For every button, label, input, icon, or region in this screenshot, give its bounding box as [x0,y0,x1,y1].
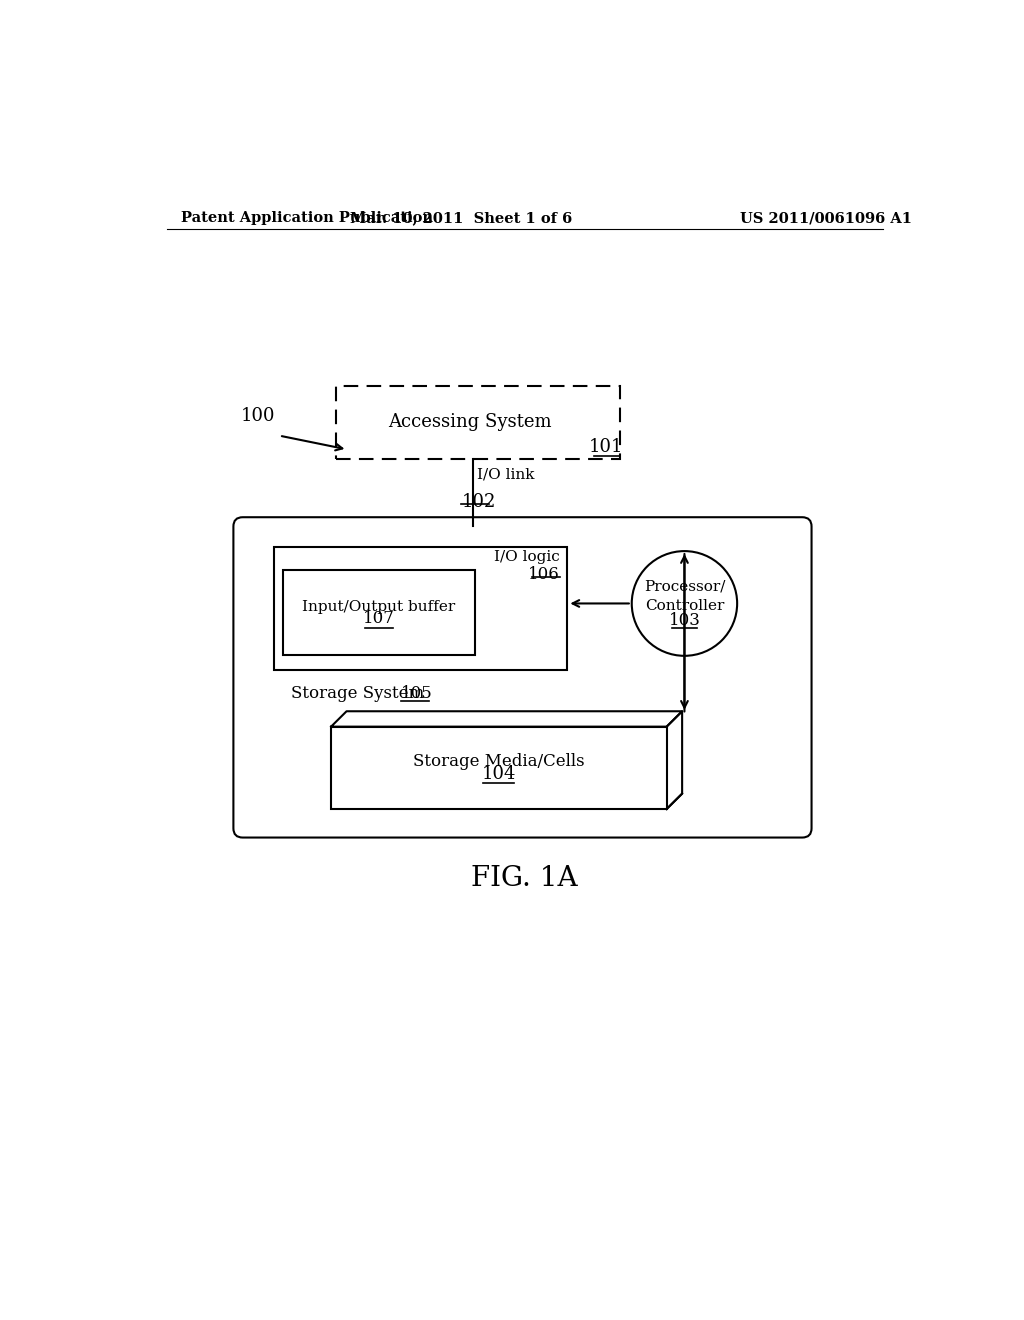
FancyBboxPatch shape [273,548,567,671]
Text: Storage Media/Cells: Storage Media/Cells [413,754,585,770]
Text: 103: 103 [669,612,700,628]
Text: Processor/
Controller: Processor/ Controller [644,579,725,612]
Text: I/O logic: I/O logic [494,550,560,565]
Text: US 2011/0061096 A1: US 2011/0061096 A1 [739,211,911,226]
Circle shape [632,552,737,656]
Text: FIG. 1A: FIG. 1A [471,865,579,892]
Text: Accessing System: Accessing System [388,413,552,432]
Text: Mar. 10, 2011  Sheet 1 of 6: Mar. 10, 2011 Sheet 1 of 6 [350,211,572,226]
Text: 107: 107 [364,610,395,627]
Text: 101: 101 [589,438,624,455]
Text: 106: 106 [528,566,560,582]
Text: 104: 104 [481,766,516,783]
FancyBboxPatch shape [336,385,621,459]
Polygon shape [331,711,682,726]
Text: 100: 100 [241,408,274,425]
Text: 102: 102 [461,494,496,511]
Text: I/O link: I/O link [477,467,535,480]
Text: 105: 105 [400,685,432,702]
FancyBboxPatch shape [283,570,475,655]
FancyBboxPatch shape [331,726,667,809]
Polygon shape [667,711,682,809]
Text: Storage System: Storage System [291,685,424,702]
Text: Patent Application Publication: Patent Application Publication [180,211,433,226]
Text: Input/Output buffer: Input/Output buffer [302,599,456,614]
FancyBboxPatch shape [233,517,812,838]
